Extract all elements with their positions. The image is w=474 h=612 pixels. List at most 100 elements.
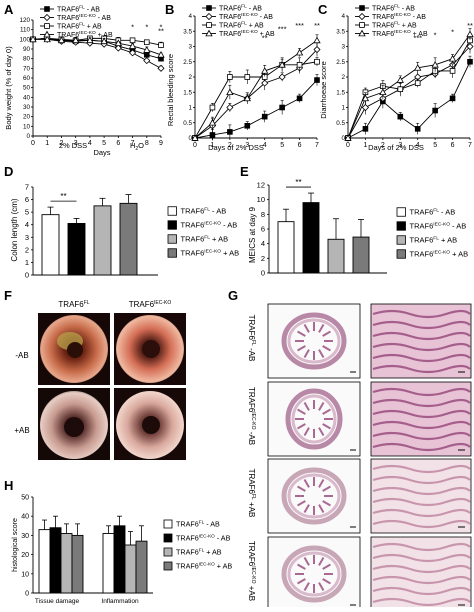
legend-h: TRAF6FL - AB TRAF6IEC-KO - AB TRAF6FL + AB… bbox=[163, 520, 232, 571]
y-tick-label: 3.5 bbox=[183, 28, 192, 35]
colon-wall bbox=[281, 467, 347, 525]
significance-marker: ** bbox=[262, 33, 268, 42]
legend-label: TRAF6IEC-KO - AB bbox=[410, 222, 467, 231]
endoscopy-image-ko-plus-ab bbox=[114, 388, 186, 460]
data-point bbox=[261, 113, 268, 120]
y-axis-label: Body weight (% of day 0) bbox=[4, 46, 13, 130]
data-point bbox=[208, 118, 217, 126]
y-tick-label: 30 bbox=[21, 533, 29, 540]
y-tick-label: 0 bbox=[25, 271, 29, 280]
data-point bbox=[114, 39, 123, 46]
crypt-structure bbox=[372, 542, 471, 607]
data-point bbox=[143, 46, 151, 53]
bar bbox=[277, 221, 295, 274]
dss-period-label: 2% DSS bbox=[59, 141, 87, 150]
data-point bbox=[295, 48, 304, 56]
column-label-fl: TRAF6FL bbox=[58, 300, 89, 309]
bar bbox=[352, 236, 370, 274]
significance-marker: *** bbox=[295, 21, 304, 30]
x-tick-label: 4 bbox=[88, 140, 92, 147]
y-tick-label: 0 bbox=[261, 269, 265, 278]
image-frame bbox=[267, 381, 361, 457]
data-point bbox=[128, 49, 137, 57]
row-label-ko-minus-ab: TRAF6IEC-KO -AB bbox=[247, 387, 256, 445]
data-point bbox=[71, 36, 80, 44]
legend-label: TRAF6FL + AB bbox=[410, 236, 458, 245]
series-line bbox=[33, 38, 162, 56]
series-line bbox=[33, 38, 162, 69]
significance-marker: ** bbox=[314, 21, 320, 30]
data-point bbox=[296, 95, 303, 102]
bar bbox=[41, 214, 60, 276]
significance-marker: *** bbox=[278, 24, 287, 33]
panel-a: A Body weight (% of day 0) 0102030405060… bbox=[4, 2, 165, 157]
row-label-minus-ab: -AB bbox=[15, 351, 28, 360]
bar bbox=[60, 533, 73, 594]
y-tick-label: 20 bbox=[21, 552, 29, 559]
colon-mucosa bbox=[287, 318, 341, 364]
series-line bbox=[347, 46, 471, 139]
x-tick-label: 4 bbox=[416, 142, 420, 149]
histology-grid bbox=[267, 303, 472, 612]
histology-overview bbox=[267, 458, 361, 534]
data-point bbox=[129, 37, 136, 44]
x-tick-label: 9 bbox=[159, 140, 163, 147]
y-tick-label: 1 bbox=[188, 105, 192, 112]
x-tick-label: 5 bbox=[433, 142, 437, 149]
legend-label: TRAF6FL + AB bbox=[219, 21, 264, 30]
endoscopy-image-fl-minus-ab bbox=[38, 313, 110, 385]
panel-letter: B bbox=[165, 2, 174, 17]
chart-e: 0 2 4 6 8 10 12 ** bbox=[257, 178, 387, 278]
y-tick-label: 2 bbox=[188, 74, 192, 81]
x-tick-label: 3 bbox=[398, 142, 402, 149]
data-point bbox=[361, 103, 369, 112]
colon-wall bbox=[281, 312, 347, 370]
legend-label: TRAF6IEC-KO - AB bbox=[57, 13, 111, 22]
y-axis-label: histological score bbox=[12, 518, 19, 572]
x-tick-label: 7 bbox=[468, 142, 472, 149]
data-point bbox=[114, 44, 122, 52]
y-tick-label: 0 bbox=[341, 135, 345, 142]
legend-label: TRAF6IEC-KO + AB bbox=[57, 30, 113, 39]
legend-marker bbox=[206, 5, 212, 11]
colon-mucosa bbox=[291, 394, 337, 444]
panel-e: E MEICS at day 9 0 2 4 6 8 10 12 ** TRAF6FL - A… bbox=[240, 164, 468, 278]
data-point bbox=[314, 77, 320, 83]
chart-d: 0 1 2 3 4 5 6 7 ** bbox=[25, 183, 158, 280]
y-tick-label: 80 bbox=[23, 56, 31, 63]
chart-c: 00.511.522.533.540 1 2 3 4 5 6 7*** * *** bbox=[336, 13, 474, 149]
data-point bbox=[449, 95, 456, 102]
x-tick-label: 0 bbox=[31, 140, 35, 147]
legend-label: TRAF6IEC-KO + AB bbox=[372, 29, 428, 38]
data-point bbox=[379, 88, 387, 96]
legend-label: TRAF6IEC-KO - AB bbox=[181, 221, 238, 230]
y-tick-label: 10 bbox=[21, 571, 29, 578]
legend-label: TRAF6IEC-KO - AB bbox=[176, 534, 231, 543]
data-point bbox=[57, 36, 66, 44]
panel-letter: E bbox=[240, 164, 249, 179]
data-point bbox=[431, 60, 439, 68]
legend-label: TRAF6FL - AB bbox=[372, 4, 415, 13]
y-tick-label: 2 bbox=[341, 74, 345, 81]
y-tick-label: 110 bbox=[20, 27, 31, 34]
colon-wall bbox=[281, 545, 347, 603]
x-tick-label: 0 bbox=[346, 142, 350, 149]
legend-label: TRAF6FL + AB bbox=[181, 235, 229, 244]
x-tick-label: 2 bbox=[381, 142, 385, 149]
y-tick-label: 30 bbox=[23, 104, 31, 111]
panel-f: F TRAF6FL TRAF6IEC-KO -AB +AB bbox=[4, 288, 186, 460]
histology-zoom bbox=[370, 536, 472, 612]
legend-marker bbox=[44, 6, 50, 12]
data-point bbox=[279, 104, 285, 111]
legend-marker bbox=[43, 30, 51, 38]
data-point bbox=[143, 52, 150, 58]
legend-label: TRAF6IEC-KO - AB bbox=[219, 12, 273, 21]
legend-marker bbox=[359, 22, 365, 28]
x-axis-label: Days of 2% DSS bbox=[368, 143, 424, 152]
legend-e: TRAF6FL - AB TRAF6IEC-KO - AB TRAF6FL + AB… bbox=[396, 207, 468, 259]
bar bbox=[71, 534, 84, 594]
x-tick-label: 2 bbox=[228, 142, 232, 149]
x-tick-label: 5 bbox=[280, 142, 284, 149]
data-point bbox=[261, 67, 269, 74]
